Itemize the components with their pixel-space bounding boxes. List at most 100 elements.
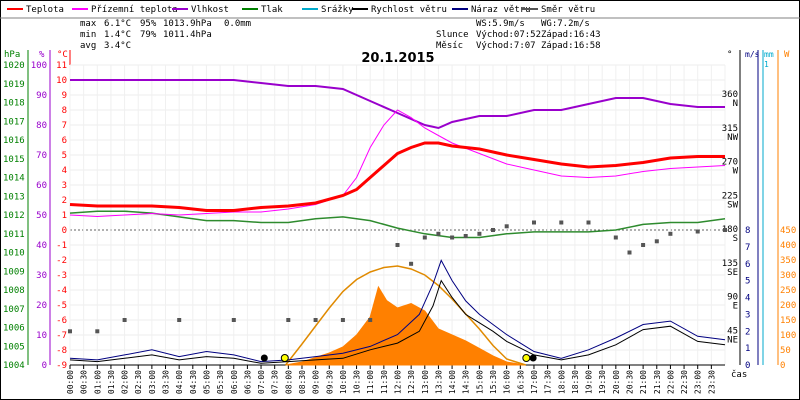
pressure-axis-header: hPa <box>4 50 20 60</box>
temperature-tick: -3 <box>56 271 67 281</box>
x-tick-label: 21:30 <box>653 370 662 394</box>
x-tick-label: 23:00 <box>694 370 703 394</box>
wind-tick: 5 <box>745 277 750 287</box>
humidity-tick: 90 <box>36 91 47 101</box>
x-tick-label: 03:30 <box>162 370 171 394</box>
wind-tick: 0 <box>745 361 750 371</box>
wind-axis-header: m/s <box>745 50 760 59</box>
stat-sun-label: Slunce <box>436 30 469 40</box>
wind-tick: 6 <box>745 260 750 270</box>
stat-max-label: max <box>80 19 97 29</box>
stat-max-hum: 95% <box>140 19 157 29</box>
wind-tick: 8 <box>745 226 750 236</box>
temperature-tick: 8 <box>62 106 67 116</box>
wind-direction-point <box>723 228 727 232</box>
pressure-tick: 1006 <box>3 324 25 334</box>
x-tick-label: 16:00 <box>503 370 512 394</box>
x-tick-label: 06:00 <box>230 370 239 394</box>
pressure-tick: 1007 <box>3 305 25 315</box>
radiation-tick: 100 <box>780 331 796 341</box>
temperature-axis-header: °C <box>57 50 68 60</box>
radiation-tick: 0 <box>780 361 785 371</box>
wind-direction-point <box>695 229 700 234</box>
direction-compass: SW <box>727 200 738 210</box>
pressure-tick: 1009 <box>3 267 25 277</box>
humidity-tick: 80 <box>36 121 47 131</box>
humidity-tick: 10 <box>36 331 47 341</box>
stat-wg: WG:7.2m/s <box>541 19 590 29</box>
wind-direction-point <box>450 235 455 240</box>
temperature-tick: 7 <box>62 121 67 131</box>
humidity-tick: 70 <box>36 151 47 161</box>
direction-tick: 270 <box>722 158 738 168</box>
x-tick-label: 17:00 <box>530 370 539 394</box>
x-tick-label: 22:30 <box>680 370 689 394</box>
x-tick-label: 01:00 <box>93 370 102 394</box>
sunset-marker <box>522 354 531 362</box>
legend-label-1: Přízemní teplota <box>91 5 178 15</box>
humidity-tick: 50 <box>36 211 47 221</box>
pressure-tick: 1005 <box>3 342 25 352</box>
humidity-tick: 20 <box>36 301 47 311</box>
x-tick-label: 04:00 <box>175 370 184 394</box>
pressure-tick: 1012 <box>3 211 25 221</box>
x-tick-label: 08:30 <box>298 370 307 394</box>
x-tick-label: 09:30 <box>325 370 334 394</box>
x-tick-label: 07:00 <box>257 370 266 394</box>
direction-tick: 315 <box>722 124 738 134</box>
wind-tick: 4 <box>745 294 750 304</box>
x-tick-label: 04:30 <box>189 370 198 394</box>
x-tick-label: 02:00 <box>121 370 130 394</box>
temperature-tick: 11 <box>56 61 67 71</box>
pressure-tick: 1013 <box>3 192 25 202</box>
x-tick-label: 10:00 <box>339 370 348 394</box>
wind-direction-point <box>231 318 236 322</box>
stat-avg-label: avg <box>80 41 96 51</box>
temperature-tick: -5 <box>56 301 67 311</box>
stat-sun-set: Západ:16:43 <box>541 30 601 40</box>
wind-direction-point <box>122 318 127 322</box>
wind-direction-point <box>177 318 182 322</box>
radiation-tick: 150 <box>780 316 796 326</box>
pressure-tick: 1017 <box>3 117 25 127</box>
stat-moon-set: Západ:16:58 <box>541 41 601 51</box>
radiation-tick: 400 <box>780 241 796 251</box>
humidity-tick: 30 <box>36 271 47 281</box>
x-tick-label: 11:00 <box>366 370 375 394</box>
wind-direction-point <box>463 234 468 238</box>
x-tick-label: 07:30 <box>271 370 280 394</box>
x-tick-label: 18:00 <box>557 370 566 394</box>
direction-compass: E <box>733 302 738 312</box>
pressure-tick: 1014 <box>3 174 25 184</box>
pressure-tick: 1018 <box>3 99 25 109</box>
pressure-tick: 1011 <box>3 230 25 240</box>
temperature-line <box>69 141 725 212</box>
radiation-tick: 300 <box>780 271 796 281</box>
x-tick-label: 05:00 <box>202 370 211 394</box>
wind-direction-point <box>641 243 646 247</box>
stat-max-temp: 6.1°C <box>104 19 131 29</box>
x-tick-label: 06:30 <box>243 370 252 394</box>
wind-direction-point <box>627 250 632 255</box>
wind-direction-point <box>532 220 536 225</box>
x-tick-label: 12:30 <box>407 370 416 394</box>
time-axis-label: čas <box>731 369 747 380</box>
temperature-tick: -2 <box>56 256 67 266</box>
legend-label-3: Tlak <box>261 5 283 15</box>
x-tick-label: 00:00 <box>66 370 75 394</box>
wind-tick: 3 <box>745 310 750 320</box>
wind-tick: 1 <box>745 344 750 354</box>
stat-min-temp: 1.4°C <box>104 30 131 40</box>
wind-direction-point <box>436 231 441 236</box>
x-tick-label: 23:30 <box>707 370 716 394</box>
solar-radiation-area <box>285 285 526 366</box>
direction-tick: 45 <box>727 326 738 336</box>
pressure-tick: 1019 <box>3 80 25 90</box>
radiation-tick: 350 <box>780 256 796 266</box>
temperature-tick: 3 <box>62 181 67 191</box>
wind-direction-point <box>313 318 318 322</box>
stat-sun-rise: Východ:07:52 <box>476 30 541 40</box>
stat-min-hum: 79% <box>140 30 157 40</box>
pressure-tick: 1008 <box>3 286 25 296</box>
